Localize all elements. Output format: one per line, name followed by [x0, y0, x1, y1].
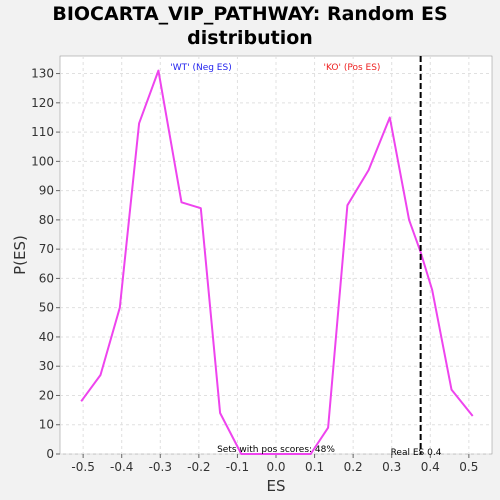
x-tick-label: 0.0: [266, 460, 285, 474]
y-tick-label: 100: [31, 154, 54, 168]
y-tick-label: 30: [39, 359, 54, 373]
y-tick-label: 10: [39, 418, 54, 432]
x-tick-label: 0.5: [459, 460, 478, 474]
chart-title: BIOCARTA_VIP_PATHWAY: Random ES distribu…: [0, 2, 500, 50]
x-tick-label: 0.1: [305, 460, 324, 474]
chart-title-line1: BIOCARTA_VIP_PATHWAY: Random ES: [52, 3, 448, 25]
real-es-label: Real ES 0.4: [391, 448, 442, 458]
y-tick-label: 130: [31, 67, 54, 81]
x-tick-label: -0.5: [71, 460, 94, 474]
y-tick-label: 0: [46, 447, 54, 461]
x-tick-label: 0.4: [421, 460, 440, 474]
x-tick-label: -0.2: [187, 460, 210, 474]
neg-es-label: 'WT' (Neg ES): [170, 63, 231, 73]
annotation-layer: 'WT' (Neg ES) 'KO' (Pos ES) Sets with po…: [170, 63, 441, 458]
pos-es-label: 'KO' (Pos ES): [324, 63, 381, 73]
y-tick-label: 20: [39, 388, 54, 402]
y-tick-label: 120: [31, 96, 54, 110]
y-axis-title: P(ES): [11, 235, 29, 275]
y-tick-label: 40: [39, 330, 54, 344]
series-layer: [80, 56, 474, 455]
pos-scores-label: Sets with pos scores: 48%: [217, 445, 335, 455]
x-axis-title: ES: [267, 477, 286, 495]
y-tick-label: 70: [39, 242, 54, 256]
x-tick-label: -0.3: [149, 460, 172, 474]
y-tick-label: 80: [39, 213, 54, 227]
y-tick-label: 60: [39, 271, 54, 285]
y-tick-label: 90: [39, 184, 54, 198]
x-tick-label: -0.1: [226, 460, 249, 474]
y-tick-label: 110: [31, 125, 54, 139]
es-distribution-line: [80, 69, 474, 455]
chart-title-line2: distribution: [187, 27, 313, 49]
axes: -0.5 -0.4 -0.3 -0.2 -0.1 0.0 0.1 0.2 0.3 0.4 0.5 0 1…: [31, 67, 478, 474]
x-tick-label: 0.2: [344, 460, 363, 474]
y-tick-label: 50: [39, 301, 54, 315]
x-tick-label: 0.3: [382, 460, 401, 474]
x-tick-label: -0.4: [110, 460, 133, 474]
